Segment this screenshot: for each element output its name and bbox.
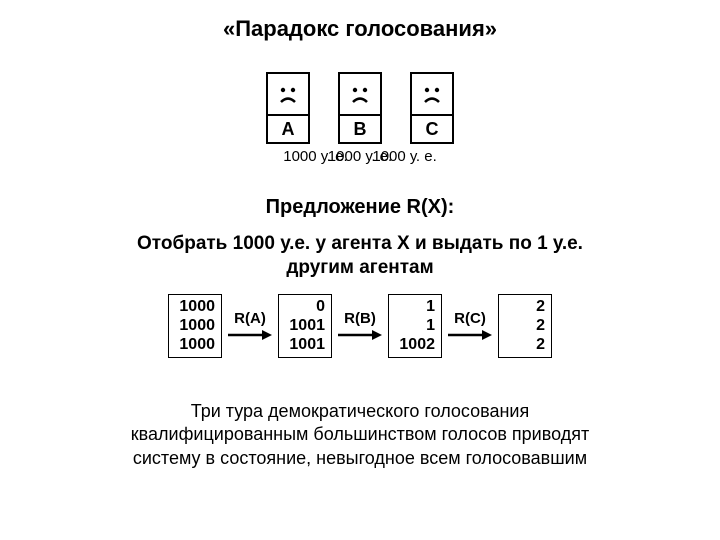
state-val-c: 1000 [179, 335, 215, 354]
conclusion-line3: систему в состояние, невыгодное всем гол… [40, 447, 680, 470]
state-1: 0 1001 1001 [278, 294, 332, 358]
agent-label: B [338, 114, 382, 144]
arrow-right-icon [448, 328, 492, 342]
proposal-line2: другим агентам [0, 256, 720, 280]
agent-value: 1000 у. е. [372, 148, 436, 165]
agents-values-row: 1000 у. е. 1000 у. е. 1000 у. е. [0, 148, 720, 165]
state-val-b: 2 [536, 316, 545, 335]
step-1: R(B) [338, 310, 382, 342]
sad-face-icon [338, 72, 382, 116]
step-2: R(C) [448, 310, 492, 342]
state-val-a: 2 [536, 297, 545, 316]
conclusion-line2: квалифицированным большинством голосов п… [40, 423, 680, 446]
state-val-c: 2 [536, 335, 545, 354]
state-sequence: 1000 1000 1000 R(A) 0 1001 1001 R(B) 1 [0, 294, 720, 358]
agent-label: A [266, 114, 310, 144]
state-0: 1000 1000 1000 [168, 294, 222, 358]
proposal-line1: Отобрать 1000 у.е. у агента X и выдать п… [0, 232, 720, 256]
state-val-b: 1 [426, 316, 435, 335]
state-3: 2 2 2 [498, 294, 552, 358]
agents-row: A B C [0, 70, 720, 144]
step-label: R(B) [344, 310, 376, 327]
agent-b: B [338, 70, 382, 144]
sad-face-icon [266, 72, 310, 116]
agent-a: A [266, 70, 310, 144]
step-label: R(A) [234, 310, 266, 327]
page-title: «Парадокс голосования» [0, 16, 720, 42]
state-val-b: 1001 [289, 316, 325, 335]
state-val-a: 0 [316, 297, 325, 316]
arrow-right-icon [338, 328, 382, 342]
conclusion-text: Три тура демократического голосования кв… [40, 400, 680, 470]
state-val-b: 1000 [179, 316, 215, 335]
conclusion-line1: Три тура демократического голосования [40, 400, 680, 423]
arrow-right-icon [228, 328, 272, 342]
step-0: R(A) [228, 310, 272, 342]
state-val-a: 1000 [179, 297, 215, 316]
sad-face-icon [410, 72, 454, 116]
state-val-a: 1 [426, 297, 435, 316]
state-val-c: 1002 [399, 335, 435, 354]
state-2: 1 1 1002 [388, 294, 442, 358]
agent-c: C [410, 70, 454, 144]
proposal-label: Предложение R(X): [0, 196, 720, 219]
proposal-text: Отобрать 1000 у.е. у агента X и выдать п… [0, 232, 720, 280]
agent-label: C [410, 114, 454, 144]
step-label: R(C) [454, 310, 486, 327]
state-val-c: 1001 [289, 335, 325, 354]
